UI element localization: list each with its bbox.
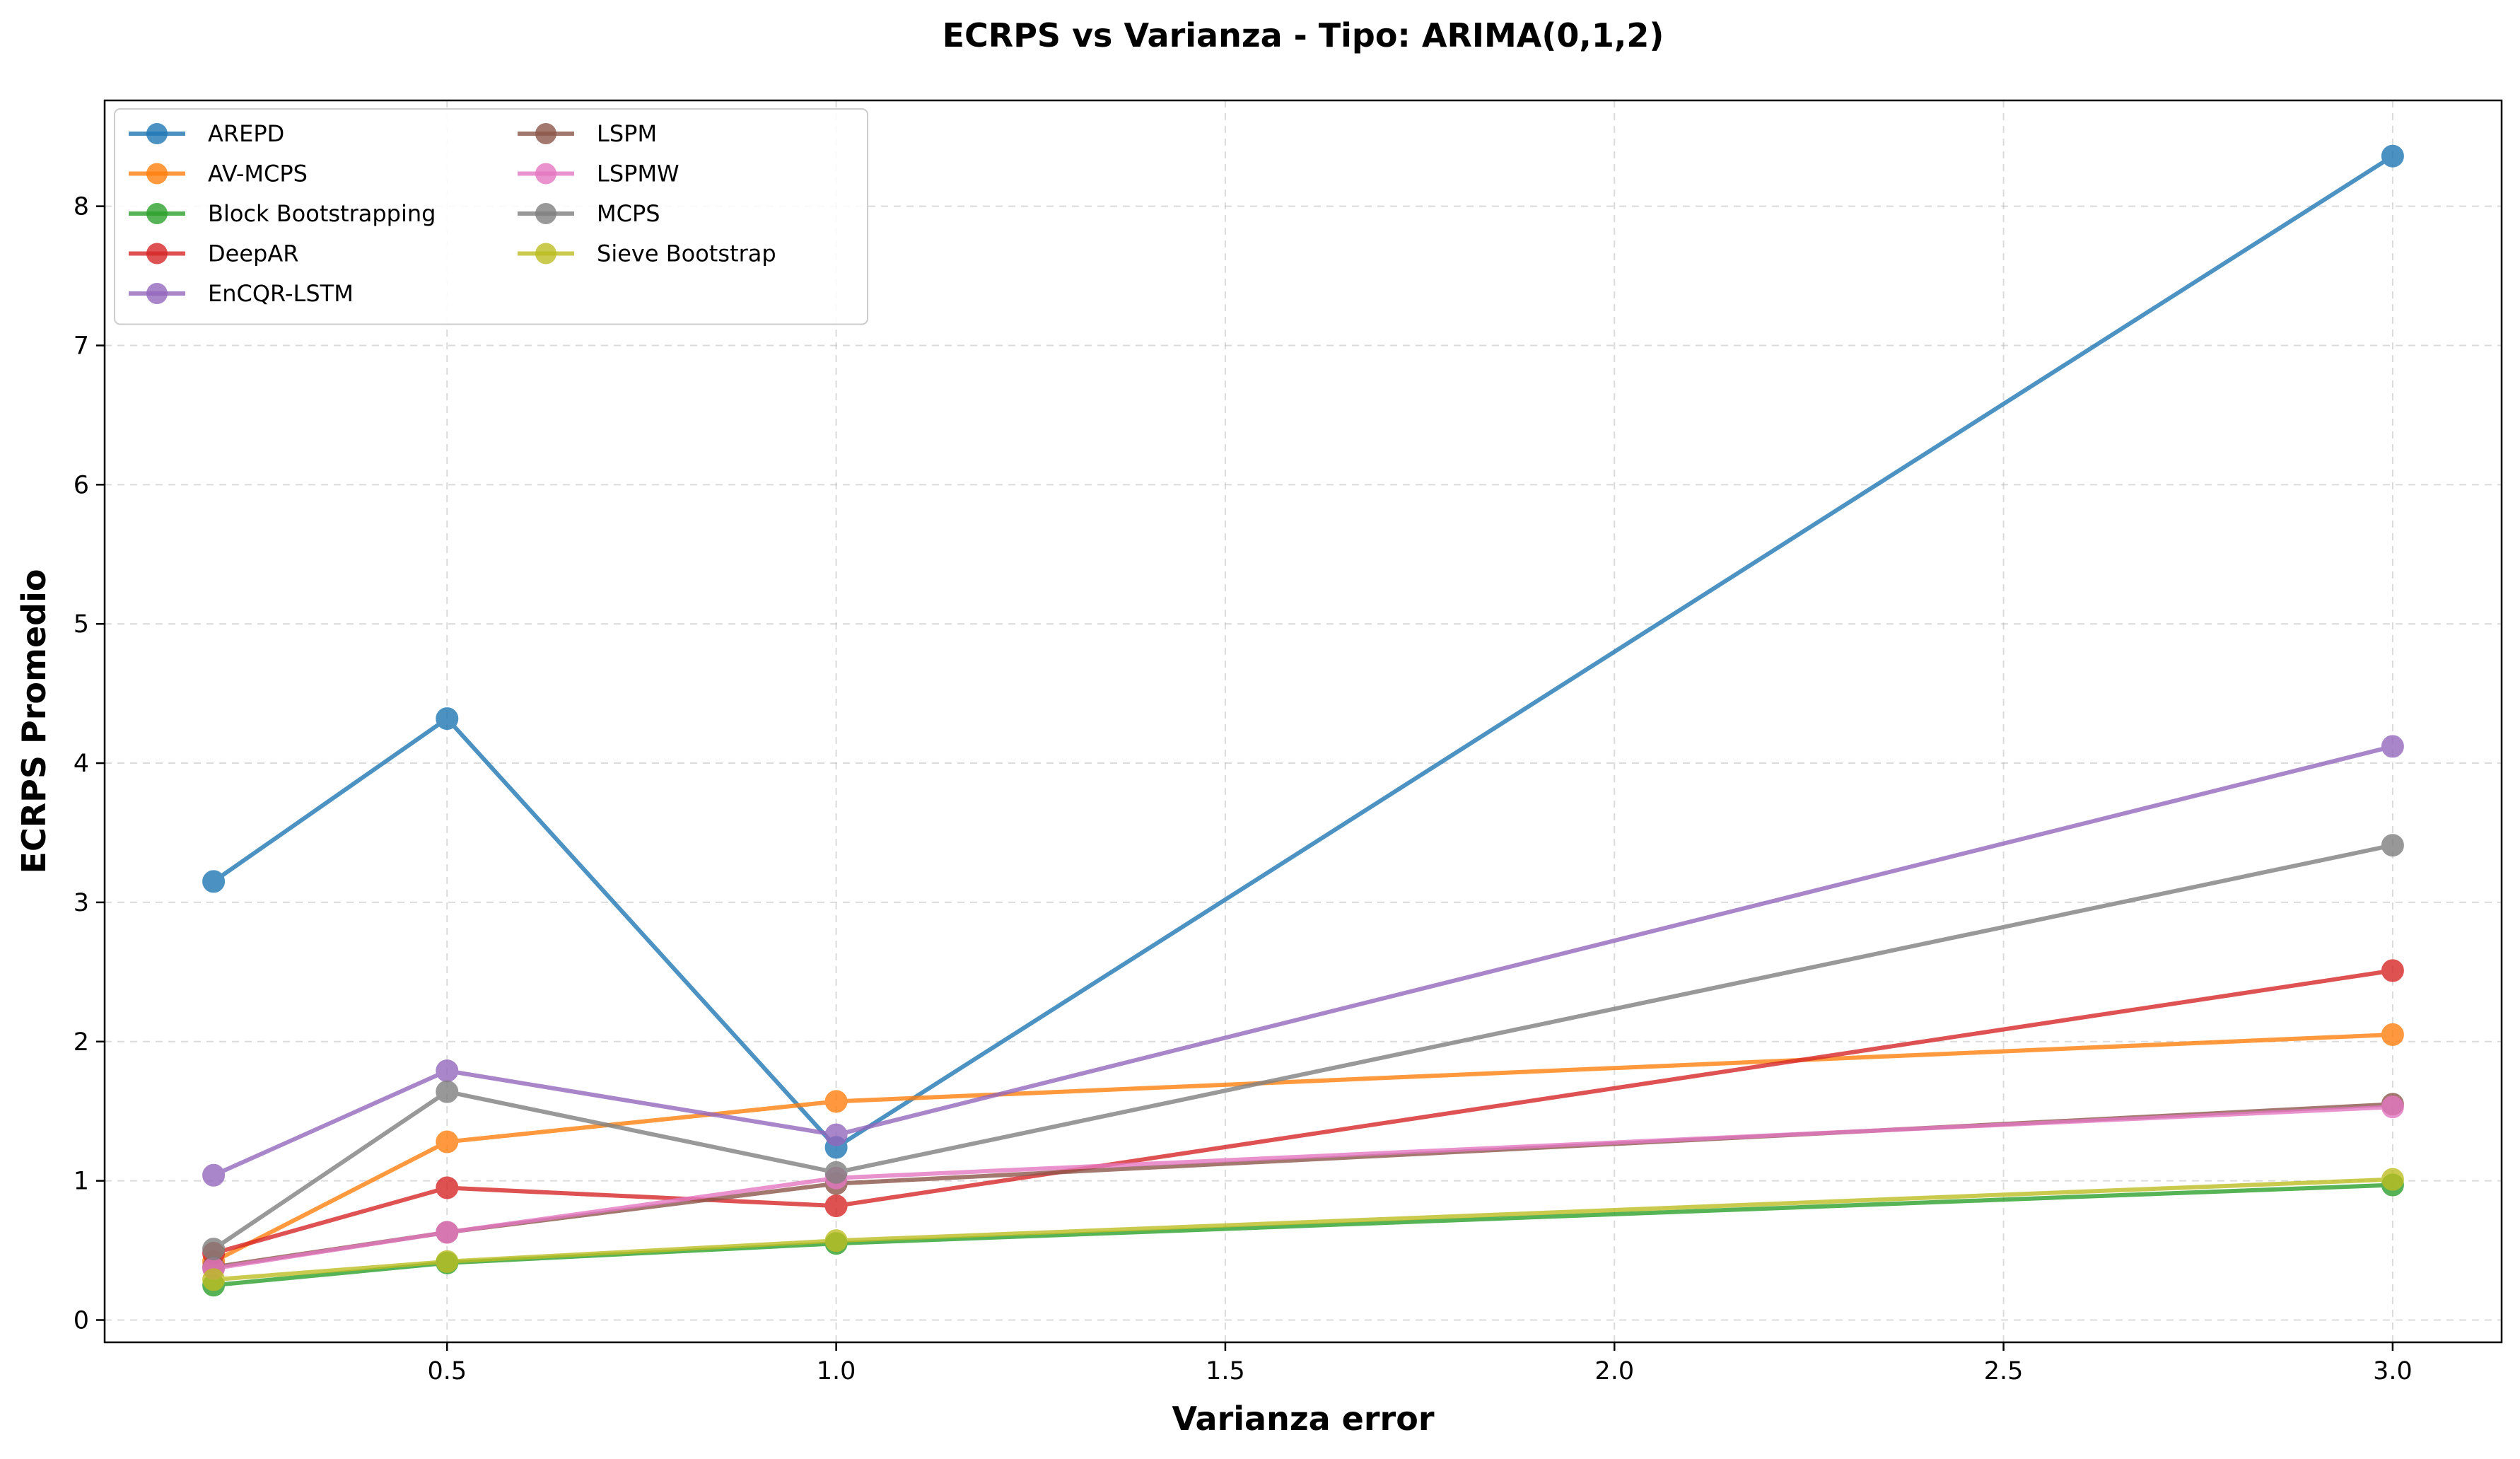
legend-item: EnCQR-LSTM <box>129 280 354 307</box>
series-deepar <box>202 959 2404 1265</box>
legend-box <box>114 108 868 325</box>
series-lines <box>202 144 2404 1297</box>
legend-marker <box>535 203 556 224</box>
y-tick-label: 7 <box>74 332 89 360</box>
data-point-deepar <box>824 1194 848 1218</box>
legend-label: AV-MCPS <box>208 161 308 187</box>
series-line-mcps <box>212 843 2393 1251</box>
y-tick-label: 8 <box>74 193 89 221</box>
data-point-encqr-lstm <box>2381 735 2404 758</box>
series-encqr-lstm <box>202 735 2404 1187</box>
legend-item: Sieve Bootstrap <box>518 240 776 267</box>
series-line-lspmw <box>213 1105 2393 1271</box>
data-point-mcps <box>436 1080 459 1103</box>
legend-marker <box>146 123 168 144</box>
legend-marker <box>535 123 556 144</box>
legend-label: DeepAR <box>208 240 298 267</box>
data-point-deepar <box>2381 959 2404 982</box>
y-tick-label: 2 <box>74 1028 89 1057</box>
series-lspmw <box>202 1095 2404 1280</box>
data-point-av-mcps <box>824 1090 848 1113</box>
series-line-av-mcps <box>212 1032 2393 1264</box>
x-tick-label: 3.0 <box>2373 1357 2413 1385</box>
legend-label: AREPD <box>208 120 284 147</box>
x-tick-label: 0.5 <box>427 1357 467 1385</box>
legend-marker <box>146 243 168 265</box>
legend-item: LSPMW <box>518 161 679 187</box>
plot-area-frame <box>103 99 2503 1344</box>
axis-ticks: 0.5 1.0 1.5 2.0 2.5 3.0 0 1 2 3 4 5 6 7 8 <box>74 193 2413 1385</box>
y-axis-label: ECRPS Promedio <box>15 569 53 874</box>
data-point-av-mcps <box>436 1130 459 1153</box>
chart-title: ECRPS vs Varianza - Tipo: ARIMA(0,1,2) <box>943 16 1664 54</box>
series-sieve-bootstrap <box>202 1168 2404 1291</box>
y-tick-label: 4 <box>74 750 89 778</box>
data-point-encqr-lstm <box>436 1059 459 1083</box>
legend-item: MCPS <box>518 200 660 227</box>
legend-marker <box>146 203 168 224</box>
data-point-arepd <box>436 707 459 731</box>
legend-item: LSPM <box>518 120 657 147</box>
series-line-deepar <box>213 968 2393 1255</box>
data-point-encqr-lstm <box>824 1123 848 1146</box>
data-point-lspmw <box>2381 1095 2404 1119</box>
legend-label: Block Bootstrapping <box>208 200 436 227</box>
legend-item: AV-MCPS <box>129 161 308 187</box>
legend-label: EnCQR-LSTM <box>208 280 354 307</box>
y-tick-label: 3 <box>74 889 89 917</box>
legend-marker <box>146 283 168 304</box>
legend-marker <box>146 163 168 185</box>
x-tick-label: 2.5 <box>1984 1357 2024 1385</box>
data-point-encqr-lstm <box>202 1163 226 1187</box>
series-line-encqr-lstm <box>212 744 2393 1178</box>
data-point-mcps <box>2381 834 2404 857</box>
legend-item: Block Bootstrapping <box>129 200 436 227</box>
legend-label: Sieve Bootstrap <box>597 240 776 267</box>
x-tick-label: 2.0 <box>1594 1357 1634 1385</box>
data-point-mcps <box>202 1238 226 1261</box>
legend-item: DeepAR <box>129 240 298 267</box>
x-axis-label: Varianza error <box>1172 1400 1434 1438</box>
data-point-arepd <box>202 870 226 893</box>
y-tick-label: 6 <box>74 471 89 499</box>
data-point-deepar <box>436 1176 459 1199</box>
y-tick-label: 0 <box>74 1307 89 1335</box>
data-point-av-mcps <box>2381 1023 2404 1046</box>
data-point-sieve-bootstrap <box>824 1229 848 1252</box>
legend-label: LSPMW <box>597 161 679 187</box>
series-mcps <box>202 834 2404 1261</box>
legend-marker <box>535 163 556 185</box>
data-point-lspmw <box>436 1221 459 1244</box>
data-point-mcps <box>824 1161 848 1184</box>
data-point-sieve-bootstrap <box>202 1268 226 1291</box>
y-tick-label: 5 <box>74 610 89 639</box>
data-point-sieve-bootstrap <box>2381 1168 2404 1191</box>
legend-marker <box>535 243 556 265</box>
x-tick-label: 1.5 <box>1206 1357 1245 1385</box>
data-point-arepd <box>2381 144 2404 168</box>
x-tick-label: 1.0 <box>817 1357 856 1385</box>
series-line-sieve-bootstrap <box>213 1177 2393 1282</box>
series-line-block-bootstrapping <box>213 1182 2393 1288</box>
legend-item: AREPD <box>129 120 284 147</box>
series-line-lspm <box>213 1102 2393 1269</box>
data-point-sieve-bootstrap <box>436 1250 459 1273</box>
series-av-mcps <box>202 1023 2404 1273</box>
legend-label: LSPM <box>597 120 657 147</box>
y-tick-label: 1 <box>74 1168 89 1196</box>
legend-label: MCPS <box>597 200 660 227</box>
grid <box>105 100 2502 1342</box>
legend: AREPD AV-MCPS Block Bootstrapping DeepAR EnC… <box>114 108 868 325</box>
series-arepd <box>202 144 2404 1159</box>
series-line-arepd <box>212 154 2394 1150</box>
